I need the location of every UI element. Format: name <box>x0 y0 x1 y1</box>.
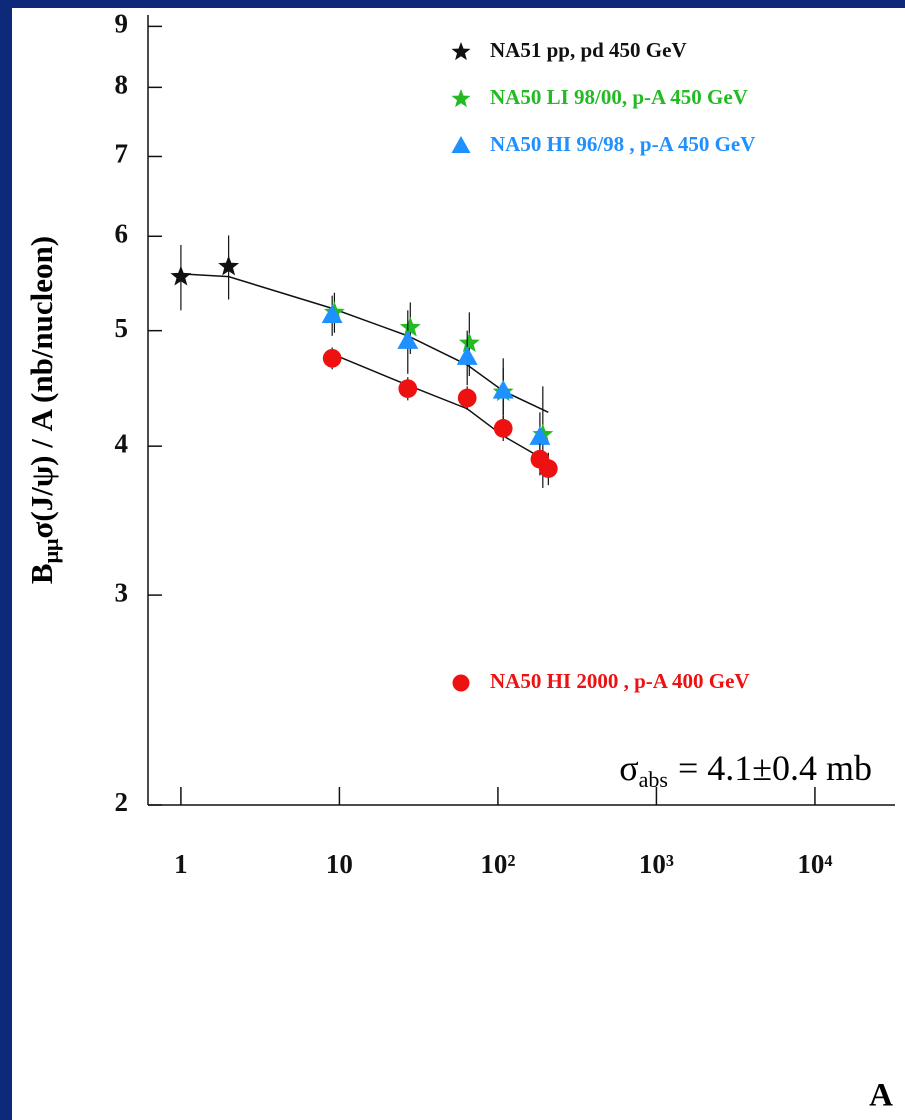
data-point <box>492 379 514 399</box>
legend-label: NA50 HI 2000 , p-A 400 GeV <box>490 669 750 693</box>
data-point <box>218 255 240 276</box>
y-tick-label: 2 <box>115 787 129 817</box>
data-point <box>458 332 480 353</box>
data-point <box>457 388 477 408</box>
x-tick-label: 10⁴ <box>797 849 832 879</box>
y-tick-label: 9 <box>115 9 129 39</box>
y-tick-label: 4 <box>115 428 129 458</box>
legend-marker <box>451 136 471 153</box>
data-point <box>398 379 418 399</box>
x-axis-label: A <box>869 1078 893 1114</box>
y-label-rest: σ(J/ψ) / A (nb/nucleon) <box>24 236 59 539</box>
y-tick-label: 5 <box>115 313 129 343</box>
data-point <box>397 330 419 349</box>
data-point <box>399 316 421 337</box>
data-point <box>322 348 342 368</box>
y-axis-label: Bμμσ(J/ψ) / A (nb/nucleon) <box>24 236 63 584</box>
plot-background <box>12 8 905 1120</box>
y-tick-label: 6 <box>115 218 129 248</box>
legend-marker <box>452 674 470 692</box>
annotation-subscript: abs <box>639 767 668 792</box>
x-tick-label: 1 <box>174 849 188 879</box>
y-tick-label: 8 <box>115 70 129 100</box>
legend-label: NA50 HI 96/98 , p-A 450 GeV <box>490 132 755 156</box>
x-tick-label: 10 <box>326 849 353 879</box>
annotation-symbol: σ <box>619 748 638 788</box>
x-tick-label: 10³ <box>639 849 674 879</box>
legend-marker <box>451 42 471 61</box>
legend-label: NA50 LI 98/00, p-A 450 GeV <box>490 85 748 109</box>
data-point <box>493 419 513 438</box>
data-point <box>170 265 192 286</box>
data-point <box>529 426 551 445</box>
y-tick-label: 3 <box>115 577 129 607</box>
annotation: σabs = 4.1±0.4 mb <box>619 748 872 792</box>
data-point <box>321 304 343 324</box>
y-label-base: B <box>24 563 59 584</box>
data-point <box>456 346 478 365</box>
y-tick-label: 7 <box>115 139 129 169</box>
data-point <box>538 459 558 479</box>
annotation-text: = 4.1±0.4 mb <box>678 748 872 788</box>
legend-label: NA51 pp, pd 450 GeV <box>490 38 687 62</box>
y-label-subscript: μμ <box>38 538 63 563</box>
x-tick-label: 10² <box>480 849 515 879</box>
legend-marker <box>451 89 471 108</box>
